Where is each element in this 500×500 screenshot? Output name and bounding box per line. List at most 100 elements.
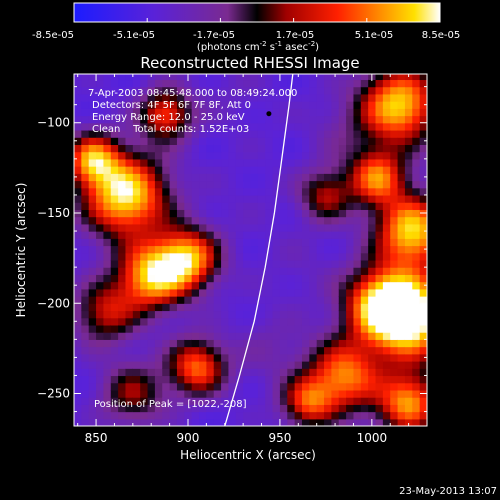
heatmap-cell [213, 231, 222, 239]
heatmap-cell [309, 274, 318, 283]
heatmap-cell [257, 180, 266, 189]
heatmap-cell [228, 281, 237, 290]
heatmap-cell [353, 166, 362, 174]
heatmap-cell [368, 332, 377, 340]
heatmap-cell [301, 144, 310, 153]
heatmap-cell [228, 346, 237, 355]
heatmap-cell [221, 115, 230, 124]
heatmap-cell [191, 137, 200, 145]
heatmap-area [74, 74, 427, 426]
heatmap-cell [199, 397, 207, 405]
heatmap-cell [243, 202, 252, 210]
heatmap-cell [382, 346, 391, 355]
heatmap-cell [154, 303, 163, 312]
heatmap-cell [250, 418, 259, 426]
heatmap-cell [316, 86, 325, 95]
heatmap-cell [346, 259, 355, 268]
heatmap-cell [154, 411, 163, 420]
heatmap-cell [125, 339, 134, 348]
heatmap-cell [309, 368, 318, 377]
heatmap-cell [309, 151, 318, 160]
heatmap-cell [132, 317, 141, 326]
heatmap-cell [331, 404, 340, 413]
heatmap-cell [176, 288, 185, 297]
heatmap-cell [213, 418, 222, 426]
heatmap-cell [169, 187, 178, 196]
heatmap-cell [353, 86, 362, 95]
heatmap-cell [243, 339, 252, 348]
heatmap-cell [125, 418, 134, 426]
heatmap-cell [397, 296, 406, 304]
heatmap-cell [404, 108, 413, 117]
heatmap-cell [221, 303, 230, 312]
heatmap-cell [96, 108, 105, 117]
heatmap-cell [118, 115, 127, 124]
heatmap-cell [324, 180, 332, 189]
heatmap-cell [147, 79, 156, 88]
heatmap-cell [81, 411, 90, 420]
heatmap-cell [331, 353, 340, 362]
heatmap-cell [103, 122, 112, 131]
heatmap-cell [147, 382, 156, 391]
heatmap-cell [279, 115, 288, 124]
heatmap-cell [169, 382, 178, 391]
heatmap-cell [397, 288, 406, 297]
heatmap-cell [346, 368, 355, 377]
heatmap-cell [419, 101, 427, 109]
heatmap-cell [301, 259, 310, 268]
heatmap-cell [228, 93, 237, 102]
heatmap-cell [228, 101, 237, 109]
heatmap-cell [257, 151, 266, 160]
heatmap-cell [169, 353, 178, 362]
heatmap-cell [390, 382, 399, 391]
heatmap-cell [132, 361, 141, 369]
heatmap-cell [338, 317, 347, 326]
heatmap-cell [353, 223, 362, 232]
heatmap-cell [213, 93, 222, 102]
heatmap-cell [250, 194, 259, 203]
heatmap-cell [74, 108, 82, 117]
heatmap-cell [154, 231, 163, 239]
heatmap-cell [331, 317, 340, 326]
heatmap-cell [257, 231, 266, 239]
heatmap-cell [382, 288, 391, 297]
heatmap-cell [404, 173, 413, 182]
heatmap-cell [397, 122, 406, 131]
heatmap-cell [360, 324, 369, 333]
heatmap-cell [213, 158, 222, 167]
heatmap-cell [397, 101, 406, 109]
heatmap-cell [103, 158, 112, 167]
heatmap-cell [176, 238, 185, 247]
heatmap-cell [397, 252, 406, 261]
heatmap-cell [140, 93, 149, 102]
heatmap-cell [221, 317, 230, 326]
heatmap-cell [162, 259, 171, 268]
heatmap-cell [169, 173, 178, 182]
heatmap-cell [419, 361, 427, 369]
heatmap-cell [103, 281, 112, 290]
heatmap-cell [250, 411, 259, 420]
heatmap-cell [375, 332, 384, 340]
heatmap-cell [272, 158, 281, 167]
heatmap-cell [353, 418, 362, 426]
heatmap-cell [257, 79, 266, 88]
heatmap-cell [162, 397, 171, 405]
heatmap-cell [397, 389, 406, 398]
heatmap-cell [338, 404, 347, 413]
heatmap-cell [243, 353, 252, 362]
heatmap-cell [221, 144, 230, 153]
heatmap-cell [184, 187, 193, 196]
heatmap-cell [228, 187, 237, 196]
heatmap-cell [228, 137, 237, 145]
heatmap-cell [404, 93, 413, 102]
heatmap-cell [309, 317, 318, 326]
heatmap-cell [206, 115, 215, 124]
heatmap-cell [375, 245, 384, 254]
heatmap-cell [191, 332, 200, 340]
heatmap-cell [162, 245, 171, 254]
heatmap-cell [287, 332, 296, 340]
heatmap-cell [88, 137, 97, 145]
heatmap-cell [88, 180, 97, 189]
heatmap-cell [265, 180, 274, 189]
heatmap-cell [206, 375, 215, 384]
